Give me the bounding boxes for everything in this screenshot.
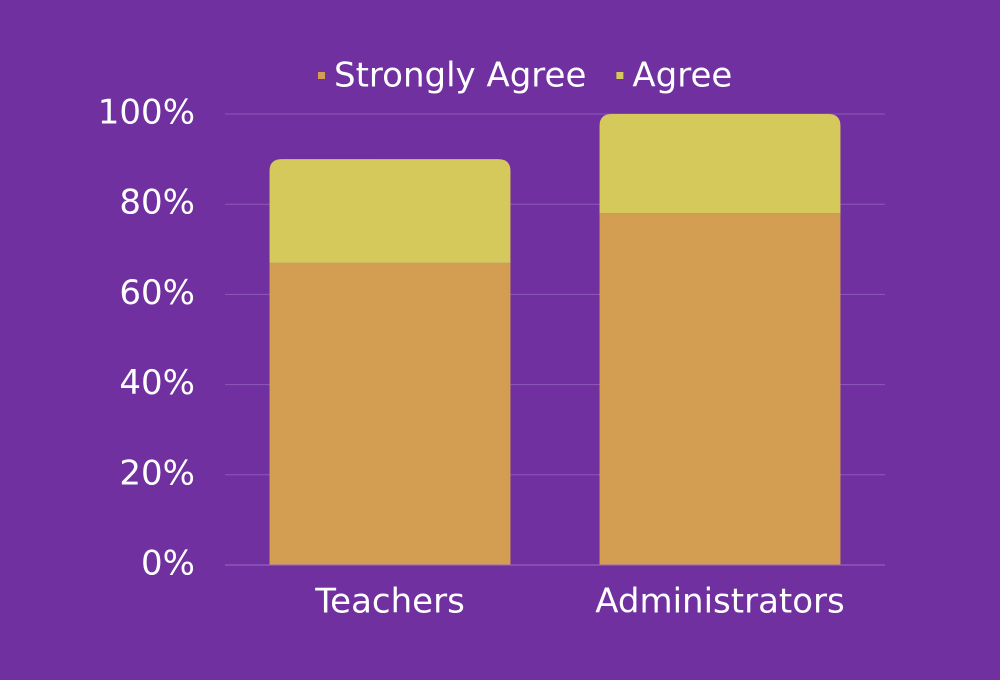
- legend-swatch: [616, 72, 624, 79]
- x-tick-label: Administrators: [595, 582, 845, 622]
- legend-swatch: [318, 72, 325, 79]
- bar-segment: [599, 213, 841, 565]
- y-tick-label: 0%: [141, 544, 195, 584]
- y-tick-label: 40%: [119, 363, 195, 403]
- y-tick-label: 20%: [119, 453, 195, 493]
- legend-label: Agree: [632, 56, 732, 96]
- x-tick-label: Teachers: [314, 582, 465, 622]
- legend-label: Strongly Agree: [334, 56, 586, 96]
- y-tick-label: 60%: [119, 273, 195, 313]
- bar-segment: [269, 159, 511, 263]
- bar-segment: [269, 262, 511, 565]
- y-tick-label: 100%: [98, 93, 195, 133]
- bar-segment: [599, 114, 841, 214]
- y-tick-label: 80%: [119, 183, 195, 223]
